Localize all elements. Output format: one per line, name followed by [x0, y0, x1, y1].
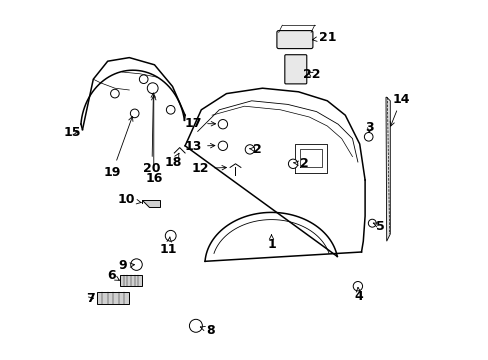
Text: 1: 1 — [266, 235, 275, 251]
Text: 22: 22 — [303, 68, 320, 81]
Circle shape — [130, 109, 139, 118]
Text: 20: 20 — [143, 93, 161, 175]
Circle shape — [218, 120, 227, 129]
Text: 6: 6 — [107, 269, 119, 282]
Circle shape — [364, 132, 372, 141]
Text: 13: 13 — [184, 140, 214, 153]
Circle shape — [367, 219, 375, 227]
Circle shape — [189, 319, 202, 332]
Circle shape — [165, 230, 176, 241]
Text: 3: 3 — [365, 121, 373, 134]
Text: 14: 14 — [389, 93, 409, 126]
Circle shape — [110, 89, 119, 98]
Circle shape — [352, 282, 362, 291]
Text: 16: 16 — [145, 95, 162, 185]
Polygon shape — [97, 292, 129, 304]
Text: 2: 2 — [293, 157, 307, 170]
Circle shape — [166, 105, 175, 114]
FancyBboxPatch shape — [284, 55, 306, 84]
Polygon shape — [385, 97, 389, 241]
Text: 11: 11 — [159, 237, 177, 256]
Polygon shape — [120, 275, 142, 286]
Text: 21: 21 — [312, 31, 336, 44]
Circle shape — [288, 159, 297, 168]
Text: 7: 7 — [86, 292, 95, 305]
Text: 12: 12 — [191, 162, 226, 175]
Text: 17: 17 — [184, 117, 215, 130]
Text: 9: 9 — [118, 259, 134, 272]
Text: 4: 4 — [354, 287, 363, 303]
Text: 8: 8 — [200, 324, 214, 337]
Text: 10: 10 — [118, 193, 141, 206]
Text: 15: 15 — [63, 126, 81, 139]
Circle shape — [218, 141, 227, 150]
Text: 19: 19 — [103, 117, 133, 179]
FancyBboxPatch shape — [276, 31, 312, 49]
Circle shape — [147, 83, 158, 94]
Circle shape — [244, 145, 254, 154]
Text: 18: 18 — [164, 153, 182, 169]
Text: 2: 2 — [249, 143, 261, 156]
Circle shape — [139, 75, 148, 84]
Circle shape — [130, 259, 142, 270]
Text: 5: 5 — [372, 220, 384, 233]
Polygon shape — [142, 200, 160, 207]
